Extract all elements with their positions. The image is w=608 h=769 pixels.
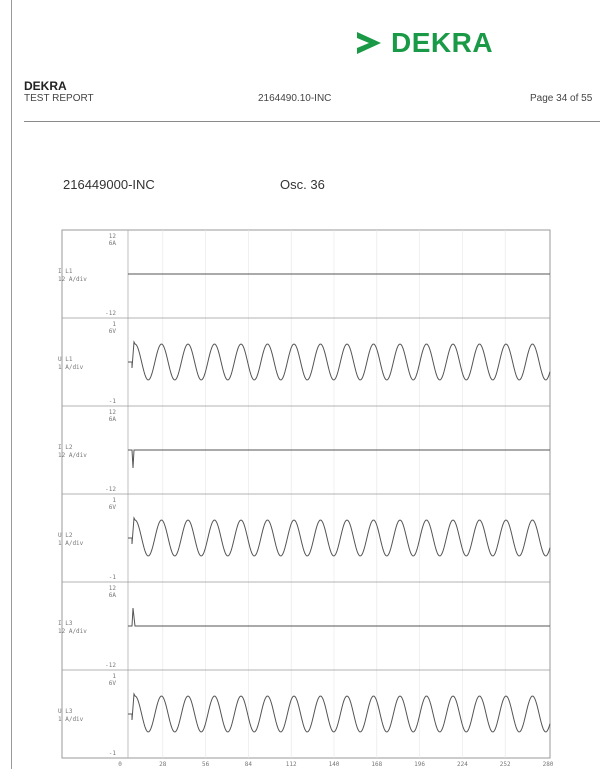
waveform-trace	[128, 516, 551, 557]
logo-text: DEKRA	[391, 27, 494, 58]
x-tick-label: 84	[245, 761, 253, 768]
x-tick-label: 28	[159, 761, 167, 768]
panel-scale-unit: 6V	[109, 680, 117, 687]
panel-scale-top: 1	[112, 673, 116, 680]
waveform-trace	[128, 449, 550, 469]
panel-scale-bottom: -1	[109, 750, 117, 757]
x-tick-label: 224	[457, 761, 468, 768]
panel-scale-bottom: -12	[105, 486, 116, 493]
panel-scale-top: 1	[112, 497, 116, 504]
panel-scale-top: 12	[109, 409, 117, 416]
panel-channel-label: I L1	[58, 268, 73, 275]
panel-channel-label: I L2	[58, 444, 73, 451]
panel-scale-unit: 6V	[109, 504, 117, 511]
panel-division-label: 12 A/div	[58, 452, 87, 459]
panel-channel-label: U L3	[58, 708, 73, 715]
panel-scale-bottom: -1	[109, 398, 117, 405]
panel-scale-unit: 6A	[109, 592, 117, 599]
x-tick-label: 0	[118, 761, 122, 768]
header-rule	[24, 121, 600, 122]
waveform-trace	[128, 340, 551, 381]
dekra-logo: DEKRA	[354, 26, 504, 60]
panel-channel-label: U L2	[58, 532, 73, 539]
x-tick-label: 252	[500, 761, 511, 768]
x-tick-label: 140	[329, 761, 340, 768]
panel-division-label: 1 A/div	[58, 540, 84, 547]
panel-scale-top: 12	[109, 233, 117, 240]
x-tick-label: 56	[202, 761, 210, 768]
panel-scale-unit: 6A	[109, 416, 117, 423]
test-id: 216449000-INC	[63, 177, 155, 192]
x-tick-label: 112	[286, 761, 297, 768]
panel-scale-unit: 6A	[109, 240, 117, 247]
panel-channel-label: I L3	[58, 620, 73, 627]
panel-scale-bottom: -1	[109, 574, 117, 581]
panel-division-label: 1 A/div	[58, 364, 84, 371]
waveform-trace	[128, 692, 551, 733]
report-label: TEST REPORT	[24, 93, 94, 104]
panel-scale-top: 1	[112, 321, 116, 328]
page-number: Page 34 of 55	[530, 93, 593, 104]
x-tick-label: 168	[371, 761, 382, 768]
page-edge	[11, 0, 12, 769]
panel-scale-top: 12	[109, 585, 117, 592]
report-number: 2164490.10-INC	[258, 93, 332, 104]
company-name: DEKRA	[24, 79, 67, 93]
panel-channel-label: U L1	[58, 356, 73, 363]
panel-scale-bottom: -12	[105, 310, 116, 317]
x-tick-label: 280	[543, 761, 554, 768]
panel-division-label: 1 A/div	[58, 716, 84, 723]
panel-division-label: 12 A/div	[58, 628, 87, 635]
dekra-arrow-icon	[357, 32, 381, 54]
panel-scale-bottom: -12	[105, 662, 116, 669]
x-tick-label: 196	[414, 761, 425, 768]
waveform-trace	[128, 607, 550, 627]
panel-division-label: 12 A/div	[58, 276, 87, 283]
panel-scale-unit: 6V	[109, 328, 117, 335]
oscillogram-label: Osc. 36	[280, 177, 325, 192]
